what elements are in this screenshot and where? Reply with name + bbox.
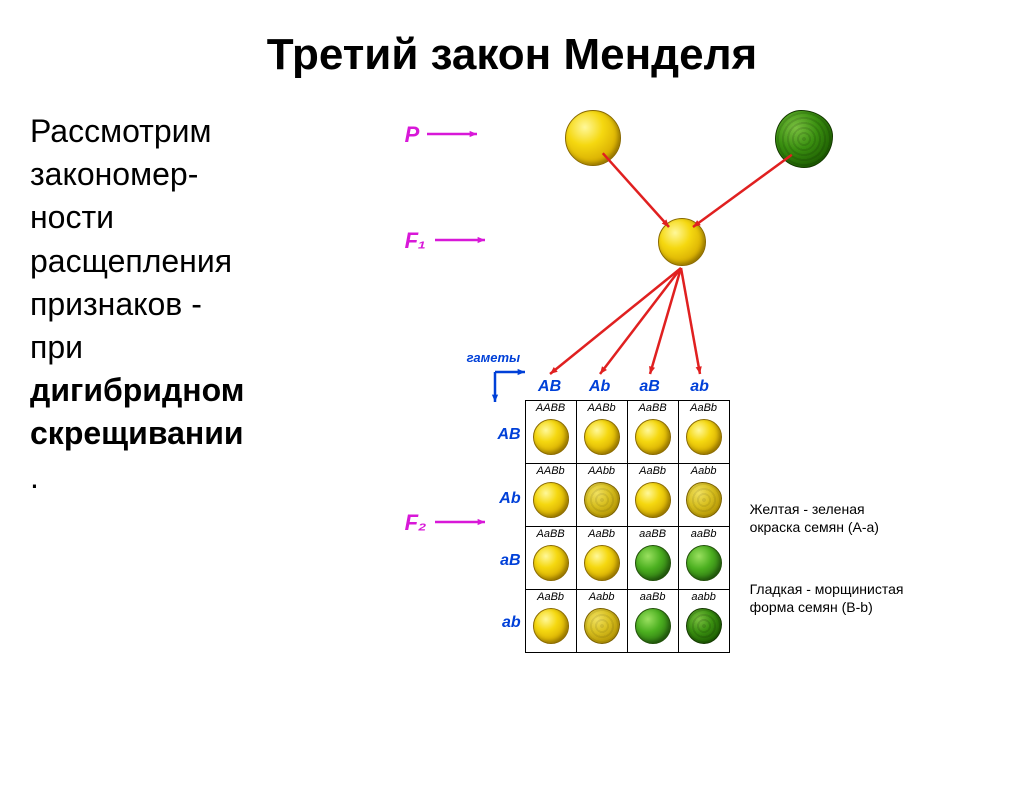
gamete-col-label: Ab <box>575 378 625 396</box>
text-line: признаков - <box>30 286 202 322</box>
pea-ys <box>635 482 671 518</box>
genotype-label: aabb <box>679 590 729 606</box>
gametes-title: гаметы <box>467 350 521 365</box>
genotype-label: aaBb <box>628 590 678 606</box>
genotype-label: AAbb <box>577 464 627 480</box>
genotype-label: AABB <box>526 401 576 417</box>
genotype-label: AaBb <box>577 527 627 543</box>
punnett-cell: AABb <box>576 401 627 464</box>
text-line: Рассмотрим <box>30 113 212 149</box>
genotype-label: AaBb <box>628 464 678 480</box>
punnett-cell: AaBb <box>576 527 627 590</box>
text-line: расщепления <box>30 243 232 279</box>
genotype-label: Aabb <box>679 464 729 480</box>
gamete-col-label: AB <box>525 378 575 396</box>
punnett-cell: AABb <box>525 464 576 527</box>
punnett-square: AABBAABbAaBBAaBbAABbAAbbAaBbAabbAaBBAaBb… <box>525 400 730 653</box>
gamete-row-label: ab <box>487 614 521 632</box>
content-area: Рассмотрим закономер- ности расщепления … <box>0 100 1024 720</box>
pea-ys <box>584 545 620 581</box>
pea-gs <box>635 545 671 581</box>
genotype-label: AaBb <box>679 401 729 417</box>
text-line: при <box>30 329 83 365</box>
punnett-cell: aabb <box>678 590 729 653</box>
description-text: Рассмотрим закономер- ности расщепления … <box>30 100 355 720</box>
label-F2: F₂ <box>405 510 427 536</box>
label-P: P <box>405 122 420 148</box>
pea-yw <box>584 608 620 644</box>
punnett-cell: aaBb <box>678 527 729 590</box>
punnett-cell: AaBb <box>627 464 678 527</box>
punnett-cell: AaBB <box>627 401 678 464</box>
genetics-diagram: PF₁F₂гаметыABAbaBabABAbaBabAABBAABbAaBBA… <box>355 100 994 720</box>
genotype-label: aaBB <box>628 527 678 543</box>
pea-gs <box>635 608 671 644</box>
punnett-cell: Aabb <box>678 464 729 527</box>
punnett-cell: AaBb <box>678 401 729 464</box>
pea-ys <box>686 419 722 455</box>
punnett-cell: aaBB <box>627 527 678 590</box>
gamete-row-label: Ab <box>487 490 521 508</box>
pea-ys <box>658 218 706 266</box>
pea-gw <box>775 110 833 168</box>
pea-ys <box>533 545 569 581</box>
punnett-cell: aaBb <box>627 590 678 653</box>
gamete-col-label: ab <box>675 378 725 396</box>
pea-ys <box>533 482 569 518</box>
genotype-label: AaBb <box>526 590 576 606</box>
pea-gs <box>686 545 722 581</box>
punnett-cell: AaBb <box>525 590 576 653</box>
pea-yw <box>686 482 722 518</box>
text-line: . <box>30 459 39 495</box>
gamete-col-label: aB <box>625 378 675 396</box>
page-title: Третий закон Менделя <box>0 30 1024 80</box>
gamete-row-label: aB <box>487 552 521 570</box>
legend-color: Желтая - зеленаяокраска семян (A-a) <box>750 500 940 536</box>
text-line-bold: дигибридном <box>30 372 244 408</box>
pea-ys <box>533 608 569 644</box>
punnett-cell: AAbb <box>576 464 627 527</box>
punnett-cell: AaBB <box>525 527 576 590</box>
genotype-label: AABb <box>577 401 627 417</box>
pea-yw <box>584 482 620 518</box>
pea-ys <box>584 419 620 455</box>
genotype-label: AaBB <box>628 401 678 417</box>
label-F1: F₁ <box>405 228 426 254</box>
text-line: закономер- <box>30 156 198 192</box>
genotype-label: Aabb <box>577 590 627 606</box>
pea-ys <box>635 419 671 455</box>
genotype-label: AaBB <box>526 527 576 543</box>
text-line: ности <box>30 199 114 235</box>
genotype-label: aaBb <box>679 527 729 543</box>
genotype-label: AABb <box>526 464 576 480</box>
pea-ys <box>533 419 569 455</box>
punnett-cell: AABB <box>525 401 576 464</box>
gamete-row-label: AB <box>487 426 521 444</box>
pea-gw <box>686 608 722 644</box>
text-line-bold: скрещивании <box>30 415 244 451</box>
legend-shape: Гладкая - морщинистаяформа семян (B-b) <box>750 580 940 616</box>
punnett-cell: Aabb <box>576 590 627 653</box>
pea-ys <box>565 110 621 166</box>
